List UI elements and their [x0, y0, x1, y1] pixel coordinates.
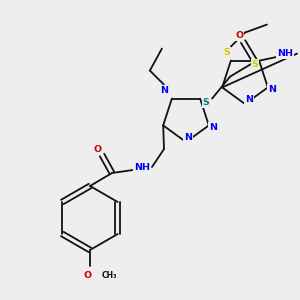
Text: S: S — [203, 98, 209, 107]
Text: N: N — [268, 85, 276, 94]
Text: NH: NH — [277, 49, 293, 58]
Text: N: N — [184, 134, 192, 142]
Text: N: N — [209, 123, 217, 132]
Text: S: S — [252, 60, 259, 69]
Text: CH₃: CH₃ — [102, 271, 118, 280]
Text: O: O — [84, 271, 92, 280]
Text: S: S — [224, 48, 230, 57]
Text: NH: NH — [134, 163, 150, 172]
Text: N: N — [245, 95, 253, 104]
Text: N: N — [160, 86, 168, 95]
Text: O: O — [94, 145, 102, 154]
Text: O: O — [235, 31, 243, 40]
